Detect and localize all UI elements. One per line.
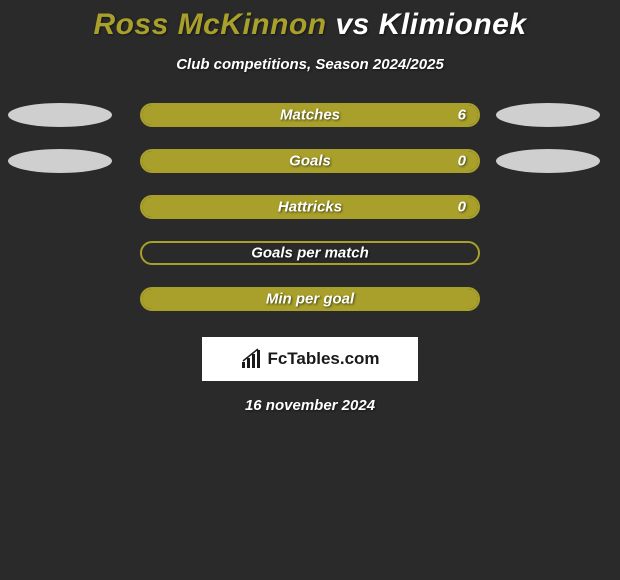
- subtitle: Club competitions, Season 2024/2025: [176, 56, 444, 73]
- footer-date: 16 november 2024: [245, 397, 375, 414]
- player1-ellipse: [8, 149, 112, 173]
- player1-name: Ross McKinnon: [93, 8, 326, 41]
- stat-value-right: 6: [458, 107, 466, 124]
- stat-row: Matches6: [0, 103, 620, 127]
- stat-row: Hattricks0: [0, 195, 620, 219]
- brand-text: FcTables.com: [267, 349, 379, 369]
- stat-value-right: 0: [458, 153, 466, 170]
- stat-bar: Hattricks0: [140, 195, 480, 219]
- stat-row: Min per goal: [0, 287, 620, 311]
- stat-bar: Min per goal: [140, 287, 480, 311]
- stat-label: Goals per match: [142, 245, 478, 262]
- stat-row: Goals per match: [0, 241, 620, 265]
- stat-bar: Goals0: [140, 149, 480, 173]
- stat-label: Min per goal: [142, 291, 478, 308]
- player2-ellipse: [496, 149, 600, 173]
- vs-text: vs: [335, 8, 369, 41]
- stat-value-right: 0: [458, 199, 466, 216]
- stat-row: Goals0: [0, 149, 620, 173]
- brand-box[interactable]: FcTables.com: [202, 337, 418, 381]
- stats-rows: Matches6Goals0Hattricks0Goals per matchM…: [0, 103, 620, 311]
- stat-label: Goals: [142, 153, 478, 170]
- stat-bar: Goals per match: [140, 241, 480, 265]
- comparison-card: Ross McKinnon vs Klimionek Club competit…: [0, 0, 620, 414]
- stat-bar: Matches6: [140, 103, 480, 127]
- brand-chart-icon: [240, 348, 262, 370]
- stat-label: Hattricks: [142, 199, 478, 216]
- title: Ross McKinnon vs Klimionek: [93, 8, 526, 42]
- player2-name: Klimionek: [379, 8, 527, 41]
- player2-ellipse: [496, 103, 600, 127]
- stat-label: Matches: [142, 107, 478, 124]
- player1-ellipse: [8, 103, 112, 127]
